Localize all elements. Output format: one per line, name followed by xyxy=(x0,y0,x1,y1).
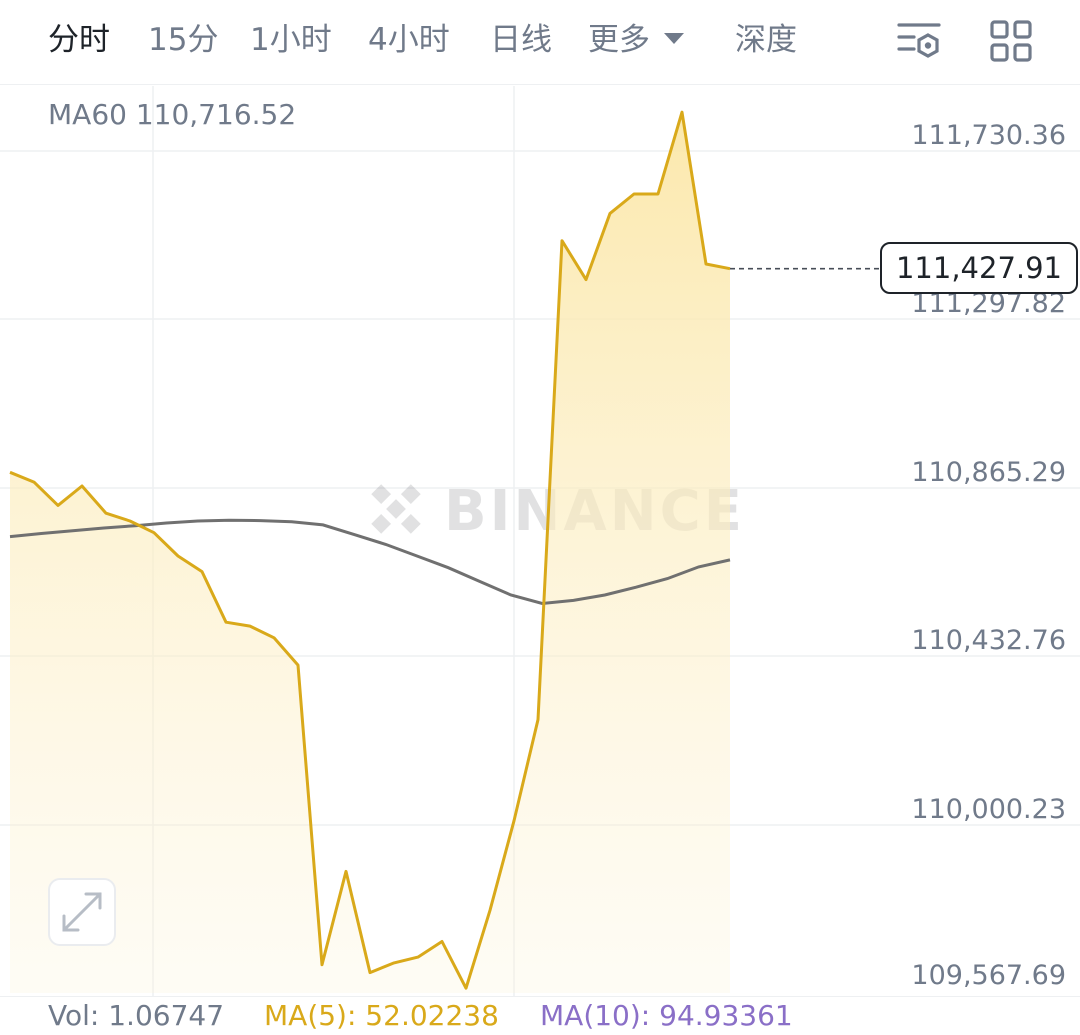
y-tick-label: 110,865.29 xyxy=(911,457,1066,488)
expand-icon xyxy=(62,892,102,932)
tab-depth[interactable]: 深度 xyxy=(735,22,797,58)
ma60-line xyxy=(9,518,731,606)
grid-layout-icon[interactable] xyxy=(988,18,1034,64)
interval-tab-bar: 分时 15分 1小时 4小时 日线 更多 深度 xyxy=(0,0,1080,85)
tab-4h[interactable]: 4小时 xyxy=(368,22,450,58)
volume-readout: Vol: 1.06747 xyxy=(48,999,225,1032)
price-chart[interactable]: BINANCE 111,730.36 111,297.82 110,865.29… xyxy=(0,86,1080,996)
tab-1h[interactable]: 1小时 xyxy=(250,22,332,58)
ma60-readout: MA60 110,716.52 xyxy=(48,98,297,131)
current-price-tag: 111,427.91 xyxy=(880,242,1078,294)
y-tick-label: 109,567.69 xyxy=(911,960,1066,991)
tab-more-label: 更多 xyxy=(588,22,650,58)
y-tick-label: 110,432.76 xyxy=(911,625,1066,656)
tab-time-sharing[interactable]: 分时 xyxy=(48,22,110,58)
ma5-readout: MA(5): 52.02238 xyxy=(264,999,499,1032)
price-line xyxy=(9,110,731,990)
tab-15m[interactable]: 15分 xyxy=(148,22,219,58)
ma10-readout: MA(10): 94.93361 xyxy=(540,999,793,1032)
y-tick-label: 111,730.36 xyxy=(911,120,1066,151)
caret-down-icon xyxy=(664,33,684,44)
y-tick-label: 110,000.23 xyxy=(911,794,1066,825)
chart-settings-icon[interactable] xyxy=(896,18,942,64)
price-area-fill xyxy=(10,112,730,993)
tab-daily[interactable]: 日线 xyxy=(490,22,552,58)
tab-more[interactable]: 更多 xyxy=(588,18,684,62)
volume-footer: Vol: 1.06747 MA(5): 52.02238 MA(10): 94.… xyxy=(0,996,1080,1035)
fullscreen-button[interactable] xyxy=(48,878,116,946)
